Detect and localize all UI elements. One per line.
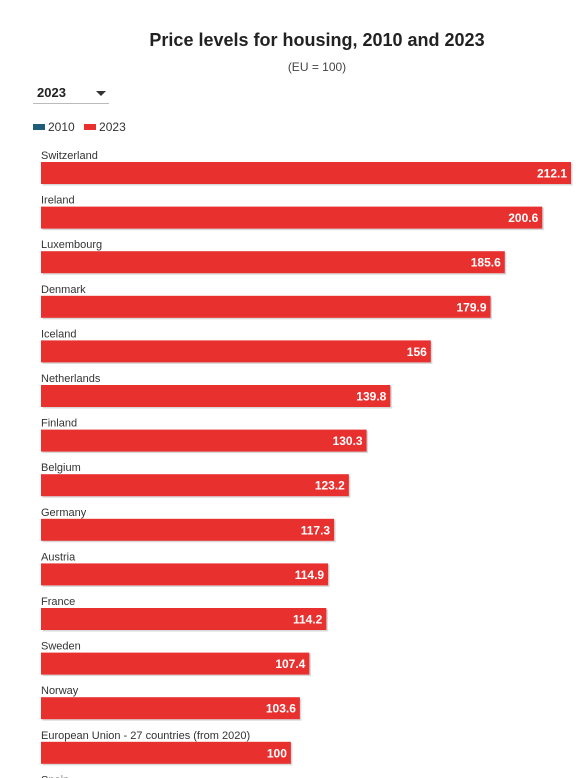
value-label-luxembourg: 185.6 bbox=[471, 256, 501, 270]
chart-title: Price levels for housing, 2010 and 2023 bbox=[149, 30, 485, 50]
category-label-norway: Norway bbox=[41, 685, 79, 697]
legend-swatch-2023 bbox=[84, 124, 97, 130]
bar-finland[interactable] bbox=[41, 429, 367, 452]
category-label-luxembourg: Luxembourg bbox=[41, 239, 102, 251]
year-select-value: 2023 bbox=[37, 85, 66, 100]
year-select[interactable]: 2023 bbox=[33, 82, 109, 104]
category-label-sweden: Sweden bbox=[41, 641, 81, 653]
chevron-down-icon bbox=[96, 91, 106, 96]
bar-denmark[interactable] bbox=[41, 295, 491, 318]
legend-item-2010[interactable]: 2010 bbox=[33, 120, 75, 134]
category-label-european-union-27-countries-from-2020: European Union - 27 countries (from 2020… bbox=[41, 730, 250, 742]
category-label-austria: Austria bbox=[41, 551, 76, 563]
legend-label-2023: 2023 bbox=[99, 120, 126, 134]
value-label-ireland: 200.6 bbox=[508, 211, 538, 225]
bar-iceland[interactable] bbox=[41, 340, 431, 363]
value-label-germany: 117.3 bbox=[301, 523, 331, 537]
bar-austria[interactable] bbox=[41, 563, 329, 586]
category-label-france: France bbox=[41, 596, 75, 608]
bar-norway[interactable] bbox=[41, 697, 300, 720]
value-label-iceland: 156 bbox=[407, 345, 427, 359]
category-label-finland: Finland bbox=[41, 418, 77, 430]
category-label-belgium: Belgium bbox=[41, 462, 81, 474]
category-label-ireland: Ireland bbox=[41, 195, 75, 207]
value-label-european-union-27-countries-from-2020: 100 bbox=[267, 746, 287, 760]
category-label-germany: Germany bbox=[41, 507, 87, 519]
bar-ireland[interactable] bbox=[41, 206, 543, 229]
legend-item-2023[interactable]: 2023 bbox=[84, 120, 126, 134]
bar-belgium[interactable] bbox=[41, 474, 349, 497]
legend-label-2010: 2010 bbox=[48, 120, 75, 134]
value-label-austria: 114.9 bbox=[295, 568, 325, 582]
value-label-belgium: 123.2 bbox=[315, 479, 345, 493]
category-label-denmark: Denmark bbox=[41, 284, 86, 296]
bar-sweden[interactable] bbox=[41, 652, 310, 675]
value-label-netherlands: 139.8 bbox=[356, 390, 386, 404]
value-label-denmark: 179.9 bbox=[457, 300, 487, 314]
category-label-iceland: Iceland bbox=[41, 328, 76, 340]
category-label-spain: Spain bbox=[41, 774, 69, 778]
bar-switzerland[interactable] bbox=[41, 162, 571, 184]
bar-france[interactable] bbox=[41, 608, 327, 630]
value-label-finland: 130.3 bbox=[333, 434, 363, 448]
bar-european-union-27-countries-from-2020[interactable] bbox=[41, 741, 291, 764]
bar-luxembourg[interactable] bbox=[41, 251, 505, 274]
value-label-france: 114.2 bbox=[293, 613, 323, 627]
value-label-norway: 103.6 bbox=[266, 702, 296, 716]
legend: 2010 2023 bbox=[33, 119, 132, 134]
value-label-sweden: 107.4 bbox=[275, 657, 305, 671]
category-label-netherlands: Netherlands bbox=[41, 373, 101, 385]
legend-swatch-2010 bbox=[33, 124, 45, 130]
bar-netherlands[interactable] bbox=[41, 385, 391, 407]
bar-germany[interactable] bbox=[41, 518, 335, 541]
category-label-switzerland: Switzerland bbox=[41, 150, 98, 162]
value-label-switzerland: 212.1 bbox=[537, 167, 567, 181]
chart-subtitle: (EU = 100) bbox=[287, 60, 347, 74]
